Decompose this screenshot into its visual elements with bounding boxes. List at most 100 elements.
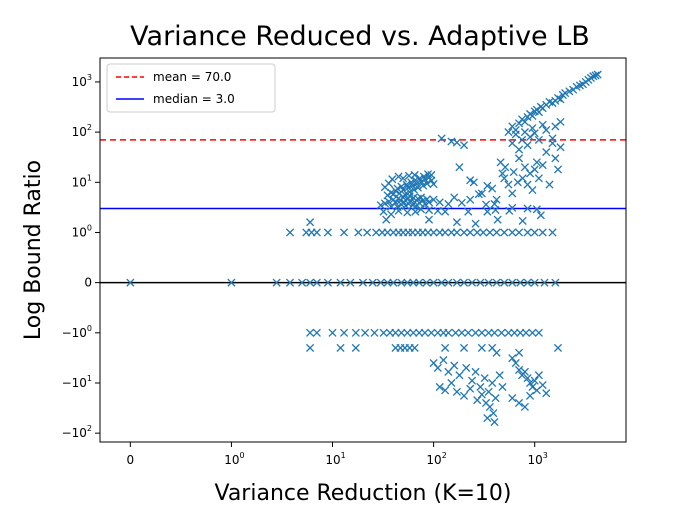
data-point bbox=[510, 328, 519, 337]
data-point bbox=[441, 207, 450, 216]
data-point bbox=[498, 382, 507, 392]
data-point bbox=[523, 204, 532, 213]
data-point bbox=[542, 389, 551, 398]
data-point bbox=[351, 328, 360, 337]
data-point bbox=[479, 228, 488, 237]
data-point bbox=[452, 218, 461, 227]
data-point bbox=[467, 278, 477, 287]
data-point bbox=[530, 228, 539, 237]
data-point bbox=[511, 358, 520, 368]
data-point bbox=[589, 72, 598, 81]
data-point bbox=[492, 195, 501, 204]
data-point bbox=[403, 328, 412, 337]
data-point bbox=[389, 278, 398, 287]
data-point bbox=[391, 198, 400, 207]
data-point bbox=[504, 180, 513, 189]
data-point bbox=[387, 210, 396, 219]
data-point bbox=[444, 328, 453, 337]
data-point bbox=[492, 348, 501, 357]
data-point bbox=[444, 199, 453, 209]
data-point bbox=[420, 199, 429, 209]
data-point bbox=[450, 193, 459, 202]
data-point bbox=[459, 391, 469, 400]
data-point bbox=[391, 328, 400, 337]
data-point bbox=[553, 343, 563, 352]
data-point bbox=[437, 134, 446, 143]
data-point bbox=[466, 195, 475, 204]
data-point bbox=[272, 278, 281, 287]
data-point bbox=[422, 179, 432, 188]
y-tick-label: 0 bbox=[84, 276, 92, 290]
data-point bbox=[523, 374, 532, 383]
data-point bbox=[532, 205, 541, 214]
data-point bbox=[520, 163, 529, 172]
data-point bbox=[534, 135, 543, 144]
data-point bbox=[383, 278, 392, 287]
data-point bbox=[501, 163, 510, 172]
data-point bbox=[459, 278, 469, 287]
data-point bbox=[477, 390, 486, 399]
data-point bbox=[441, 228, 450, 237]
x-tick-label: 102 bbox=[426, 451, 446, 467]
data-point bbox=[285, 278, 295, 287]
x-tick-label: 103 bbox=[528, 451, 548, 467]
data-point bbox=[312, 328, 321, 337]
y-tick-label: −102 bbox=[62, 424, 92, 440]
data-point bbox=[518, 174, 527, 183]
data-point bbox=[514, 348, 524, 357]
data-point bbox=[452, 228, 461, 237]
data-point bbox=[459, 228, 469, 237]
data-point bbox=[508, 354, 517, 363]
data-point bbox=[433, 206, 442, 215]
data-point bbox=[488, 184, 497, 193]
data-point bbox=[500, 174, 509, 183]
data-point bbox=[485, 228, 494, 237]
data-point bbox=[466, 384, 475, 393]
data-point bbox=[534, 371, 543, 380]
data-point bbox=[409, 278, 418, 287]
data-point bbox=[346, 278, 355, 287]
data-point bbox=[493, 215, 502, 224]
data-point bbox=[528, 382, 537, 392]
data-point bbox=[451, 328, 460, 337]
data-point bbox=[500, 278, 509, 287]
data-point bbox=[452, 387, 461, 396]
data-point bbox=[485, 402, 494, 411]
data-point bbox=[467, 376, 477, 385]
data-point bbox=[542, 125, 551, 135]
data-point bbox=[429, 228, 438, 237]
data-point bbox=[530, 129, 539, 138]
data-point bbox=[469, 178, 478, 187]
data-point bbox=[483, 414, 492, 423]
data-point bbox=[488, 378, 497, 388]
data-point bbox=[490, 328, 499, 337]
data-point bbox=[464, 328, 473, 337]
data-point bbox=[429, 195, 438, 204]
data-point bbox=[530, 376, 539, 385]
data-point bbox=[403, 208, 412, 217]
data-point bbox=[477, 189, 486, 198]
data-point bbox=[534, 174, 543, 183]
data-point bbox=[422, 278, 431, 287]
x-tick-label: 101 bbox=[325, 451, 345, 467]
legend-median-label: median = 3.0 bbox=[153, 92, 235, 106]
data-point bbox=[410, 343, 419, 352]
data-point bbox=[459, 343, 469, 352]
data-point bbox=[521, 328, 531, 337]
data-point bbox=[416, 205, 426, 214]
data-point bbox=[526, 378, 535, 388]
data-point bbox=[403, 278, 412, 287]
data-point bbox=[368, 278, 377, 287]
data-point bbox=[452, 278, 461, 287]
data-point bbox=[424, 215, 434, 224]
data-point bbox=[312, 278, 321, 287]
data-point bbox=[490, 199, 499, 209]
data-point bbox=[474, 190, 483, 199]
legend-box bbox=[106, 63, 276, 113]
data-point bbox=[404, 183, 413, 192]
data-point bbox=[393, 203, 402, 212]
data-point bbox=[528, 111, 537, 121]
data-point bbox=[285, 228, 295, 237]
data-point bbox=[516, 278, 525, 287]
data-point bbox=[457, 328, 466, 337]
